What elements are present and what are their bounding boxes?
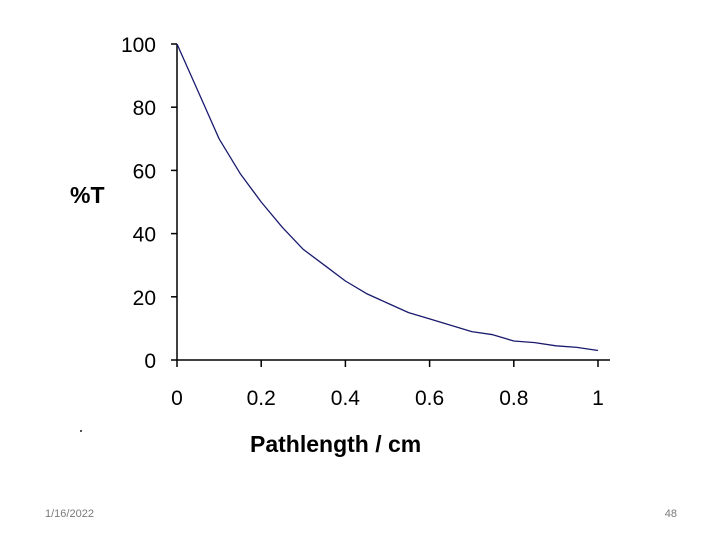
x-axis-title: Pathlength / cm [250, 431, 421, 457]
x-axis-ticks: 0 0.2 0.4 0.6 0.8 1 [171, 360, 604, 410]
y-tick-label: 80 [133, 97, 156, 120]
x-tick-label: 0.8 [499, 387, 528, 410]
x-tick-label: 0.6 [415, 387, 444, 410]
footer-page-number: 48 [664, 508, 677, 520]
stray-dot [80, 430, 82, 432]
x-tick-label: 0.2 [247, 387, 276, 410]
series-layer [176, 43, 599, 352]
footer-date: 1/16/2022 [45, 508, 94, 520]
x-tick-label: 0.4 [331, 387, 361, 410]
y-tick-label: 40 [133, 224, 156, 247]
y-tick-label: 60 [133, 160, 156, 183]
x-tick-label: 1 [592, 387, 604, 410]
y-tick-label: 20 [133, 287, 156, 310]
x-tick-label: 0 [171, 387, 183, 410]
y-tick-label: 100 [121, 34, 156, 57]
y-tick-label: 0 [144, 350, 156, 373]
axes [176, 44, 610, 361]
y-axis-title: %T [70, 182, 105, 208]
series-line-1 [176, 43, 599, 352]
y-axis-ticks: 0 20 40 60 80 100 [121, 34, 177, 373]
